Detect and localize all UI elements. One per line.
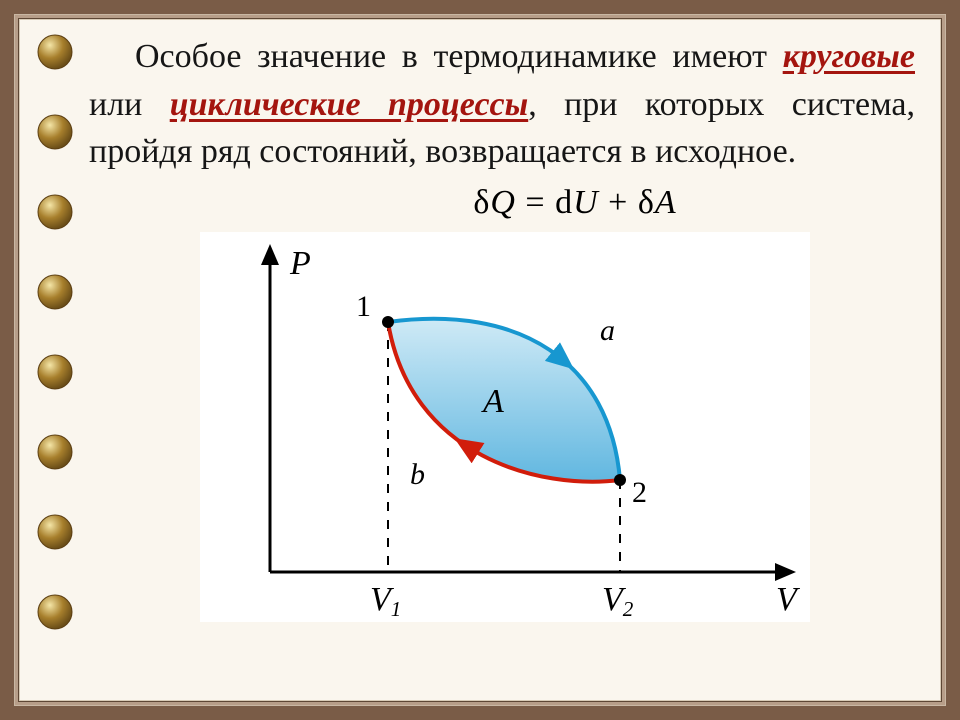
bullet-pin-icon xyxy=(35,192,75,232)
point-2 xyxy=(614,474,626,486)
formula-U: U xyxy=(573,184,599,221)
slide-card: Особое значение в термодинамике имеют кр… xyxy=(18,18,942,702)
decorative-bullets xyxy=(25,19,81,701)
svg-text:A: A xyxy=(481,383,504,420)
svg-text:P: P xyxy=(289,245,311,282)
svg-text:1: 1 xyxy=(356,290,371,323)
point-1 xyxy=(382,316,394,328)
bullet-pin-icon xyxy=(35,592,75,632)
mid-frame: Особое значение в термодинамике имеют кр… xyxy=(14,14,946,706)
para-joiner: или xyxy=(89,86,170,123)
term-cyclic: циклические процессы xyxy=(170,86,529,123)
bullet-pin-icon xyxy=(35,512,75,552)
outer-frame: Особое значение в термодинамике имеют кр… xyxy=(0,0,960,720)
formula-first-law: δQ = dU + δA xyxy=(89,184,921,222)
pv-diagram-svg: PV12abAV1V2 xyxy=(200,232,810,622)
formula-Q: Q xyxy=(490,184,516,221)
svg-text:a: a xyxy=(600,314,615,347)
body-paragraph: Особое значение в термодинамике имеют кр… xyxy=(89,33,921,176)
svg-text:b: b xyxy=(410,458,425,491)
svg-text:2: 2 xyxy=(632,476,647,509)
formula-eq: = xyxy=(516,184,555,221)
svg-text:V2: V2 xyxy=(602,581,634,621)
bullet-pin-icon xyxy=(35,32,75,72)
formula-delta-1: δ xyxy=(473,184,490,221)
bullet-pin-icon xyxy=(35,112,75,152)
pv-diagram: PV12abAV1V2 xyxy=(200,232,810,622)
formula-d: d xyxy=(555,184,573,221)
svg-text:V: V xyxy=(776,581,801,618)
bullet-pin-icon xyxy=(35,272,75,312)
formula-delta-2: δ xyxy=(638,184,655,221)
bullet-pin-icon xyxy=(35,432,75,472)
svg-text:V1: V1 xyxy=(370,581,401,621)
formula-A: A xyxy=(655,184,677,221)
bullet-pin-icon xyxy=(35,352,75,392)
formula-plus: + xyxy=(599,184,638,221)
para-pre: Особое значение в термодинамике имеют xyxy=(135,38,783,75)
term-circular: круговые xyxy=(783,38,915,75)
